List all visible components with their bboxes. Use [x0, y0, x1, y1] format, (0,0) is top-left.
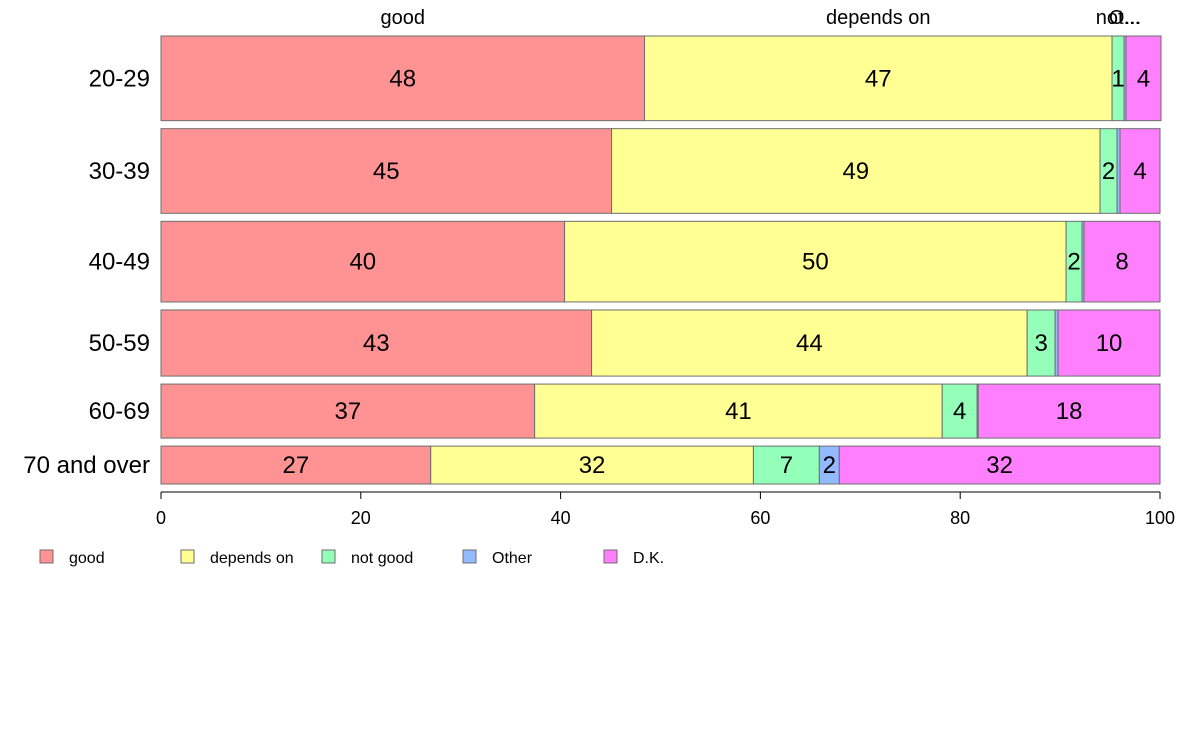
- row-labels: 20-29 30-39 40-49 50-59 60-69 70 and over: [23, 65, 150, 479]
- bar-segment: [534, 383, 943, 439]
- legend-item: depends on: [180, 549, 294, 567]
- top-series-label: good: [381, 7, 426, 29]
- data-label: 32: [579, 452, 606, 479]
- bar-segment: [752, 445, 820, 485]
- legend-label: Other: [492, 550, 533, 567]
- bar-row: 43 44 3 10: [160, 309, 1161, 377]
- bar-segment: [160, 128, 613, 214]
- category-label: 40-49: [89, 249, 150, 276]
- bar-row: 45 49 2 4: [160, 128, 1161, 214]
- bar-segment: [1083, 220, 1161, 303]
- bar-segment: [838, 445, 1161, 485]
- legend-item: good: [39, 549, 105, 567]
- data-label: 48: [389, 65, 416, 92]
- data-label: 45: [373, 158, 400, 185]
- x-tick-label: 40: [551, 508, 571, 528]
- legend-label: good: [69, 550, 105, 567]
- legend-item: not good: [321, 549, 413, 567]
- legend-swatch: [321, 549, 336, 564]
- data-label: 3: [1034, 330, 1047, 357]
- bar-segment: [591, 309, 1028, 377]
- data-label: 2: [823, 452, 836, 479]
- bar-segment: [1119, 128, 1161, 214]
- data-label: 4: [1137, 65, 1150, 92]
- category-label: 30-39: [89, 158, 150, 185]
- data-label: 43: [363, 330, 390, 357]
- bar-segment: [644, 35, 1113, 122]
- bar-segment: [430, 445, 754, 485]
- data-label: 49: [842, 158, 869, 185]
- bar-row: 40 50 2 8: [160, 220, 1161, 303]
- top-series-label: depends on: [826, 7, 931, 29]
- bar-segment: [160, 309, 593, 377]
- bar-segment: [160, 220, 566, 303]
- top-labels: good depends on not...O...: [381, 7, 1142, 29]
- data-label: 10: [1096, 330, 1123, 357]
- legend-swatch: [462, 549, 477, 564]
- data-label: 27: [283, 452, 310, 479]
- data-label: 1: [1111, 65, 1124, 92]
- bar-segment: [1026, 309, 1056, 377]
- category-label: 70 and over: [23, 452, 150, 479]
- legend-swatch: [39, 549, 54, 564]
- bar-segment: [1057, 309, 1161, 377]
- x-tick-label: 80: [950, 508, 970, 528]
- data-label: 44: [796, 330, 823, 357]
- x-tick-label: 60: [750, 508, 770, 528]
- bar-segment: [977, 383, 1161, 439]
- data-label: 18: [1056, 398, 1083, 425]
- bar-row: 37 41 4 18: [160, 383, 1161, 439]
- data-label: 40: [349, 249, 376, 276]
- top-series-label: O...: [1109, 7, 1141, 29]
- x-tick-label: 20: [351, 508, 371, 528]
- data-label: 47: [865, 65, 892, 92]
- legend-label: depends on: [210, 550, 294, 567]
- bar-row: 27 32 7 2 32: [160, 445, 1161, 485]
- data-label: 2: [1102, 158, 1115, 185]
- bar-segment: [1125, 35, 1162, 122]
- legend-label: not good: [351, 550, 413, 567]
- bar-segment: [160, 383, 536, 439]
- data-label: 4: [953, 398, 966, 425]
- data-label: 41: [725, 398, 752, 425]
- data-label: 37: [334, 398, 361, 425]
- top-series-label: not...: [1096, 7, 1140, 29]
- legend-swatch: [180, 549, 195, 564]
- x-tick-label: 100: [1145, 508, 1175, 528]
- legend: good depends on not good Other D.K.: [39, 549, 664, 567]
- data-label: 32: [986, 452, 1013, 479]
- legend-item: D.K.: [603, 549, 664, 567]
- category-label: 60-69: [89, 398, 150, 425]
- bar-segment: [611, 128, 1101, 214]
- data-label: 50: [802, 249, 829, 276]
- legend-label: D.K.: [633, 550, 664, 567]
- bar-row: 48 47 1 4: [160, 35, 1162, 122]
- x-tick-label: 0: [156, 508, 166, 528]
- legend-swatch: [603, 549, 618, 564]
- data-label: 2: [1067, 249, 1080, 276]
- bar-segment: [941, 383, 978, 439]
- data-label: 8: [1115, 249, 1128, 276]
- category-label: 50-59: [89, 330, 150, 357]
- data-label: 4: [1133, 158, 1146, 185]
- legend-item: Other: [462, 549, 533, 567]
- category-label: 20-29: [89, 65, 150, 92]
- data-label: 7: [780, 452, 793, 479]
- bar-segment: [564, 220, 1067, 303]
- x-axis: 0 20 40 60 80 100: [156, 491, 1175, 528]
